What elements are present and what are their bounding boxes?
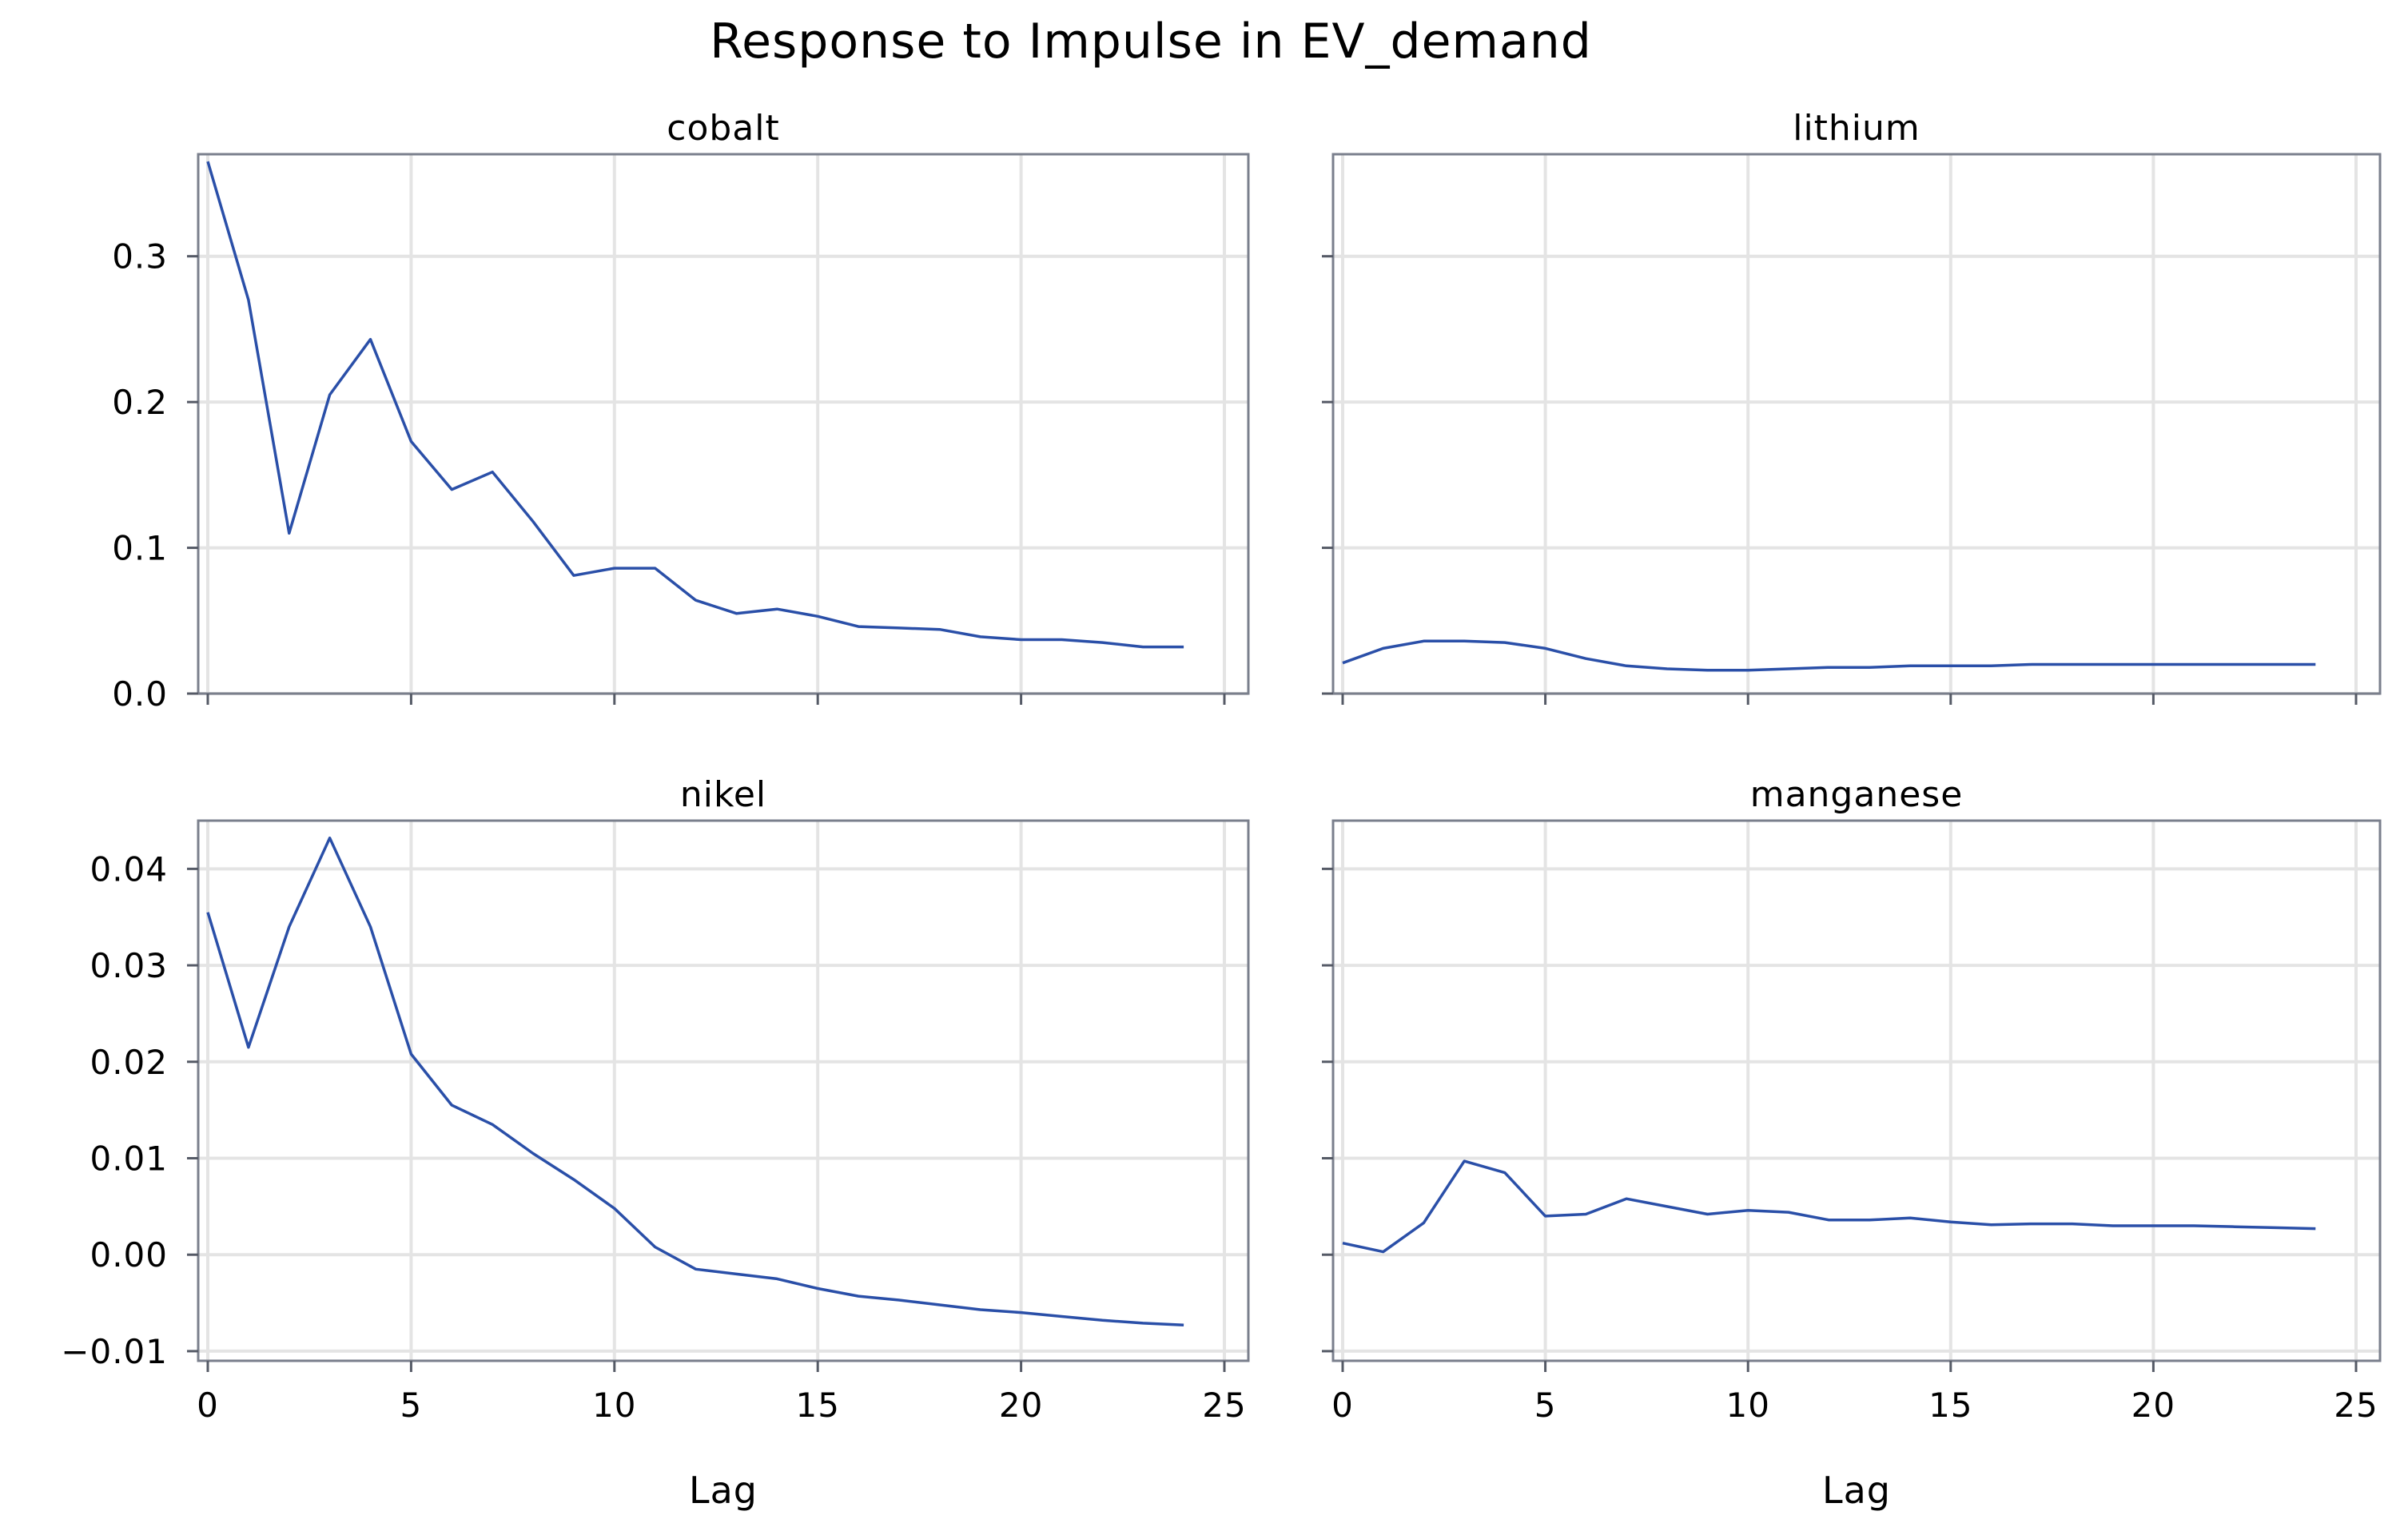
x-axis-label-nikel: Lag xyxy=(689,1469,758,1512)
panel-frame-manganese xyxy=(1331,819,2382,1362)
x-tick-label-nikel-5: 5 xyxy=(400,1386,423,1425)
panel-cobalt: cobalt 0.0 0.1 0.2 0.3 xyxy=(112,108,1250,714)
panel-lithium: lithium xyxy=(1322,108,2382,705)
x-tick-label-manganese-0: 0 xyxy=(1331,1386,1354,1425)
panel-frame-nikel xyxy=(197,819,1250,1362)
panel-title-cobalt: cobalt xyxy=(667,108,779,149)
x-tick-label-manganese-25: 25 xyxy=(2334,1386,2378,1425)
x-tick-label-nikel-20: 20 xyxy=(999,1386,1043,1425)
x-tick-label-manganese-5: 5 xyxy=(1534,1386,1557,1425)
panel-title-nikel: nikel xyxy=(680,774,766,815)
panels-layer: cobalt 0.0 0.1 0.2 0.3 lithium nikel 0 5 10 15 20 25… xyxy=(61,108,2382,1512)
panel-title-lithium: lithium xyxy=(1793,108,1920,149)
chart-title: Response to Impulse in EV_demand xyxy=(710,14,1592,70)
y-tick-label-nikel-2: 0.01 xyxy=(90,1139,168,1179)
y-tick-label-cobalt-1: 0.1 xyxy=(112,529,168,568)
y-tick-label-nikel-3: 0.02 xyxy=(90,1043,168,1082)
y-tick-label-nikel-0: −0.01 xyxy=(61,1332,168,1371)
x-tick-label-nikel-0: 0 xyxy=(197,1386,219,1425)
y-tick-label-nikel-5: 0.04 xyxy=(90,849,168,889)
y-tick-label-cobalt-3: 0.3 xyxy=(112,237,168,276)
y-tick-label-cobalt-2: 0.2 xyxy=(112,383,168,422)
x-tick-label-nikel-10: 10 xyxy=(592,1386,636,1425)
series-line-lithium xyxy=(1342,639,2316,672)
y-tick-label-nikel-4: 0.03 xyxy=(90,946,168,985)
y-tick-label-cobalt-0: 0.0 xyxy=(112,674,168,714)
x-tick-label-manganese-15: 15 xyxy=(1928,1386,1972,1425)
x-tick-label-manganese-20: 20 xyxy=(2131,1386,2175,1425)
panel-nikel: nikel 0 5 10 15 20 25 −0.01 0.00 0.01 0.02 0.03 0.04… xyxy=(61,774,1250,1512)
x-tick-label-nikel-15: 15 xyxy=(795,1386,839,1425)
series-line-cobalt xyxy=(206,161,1184,649)
panel-manganese: manganese 0 5 10 15 20 25 Lag xyxy=(1322,774,2382,1512)
x-tick-label-nikel-25: 25 xyxy=(1202,1386,1246,1425)
panel-frame-cobalt xyxy=(197,153,1250,695)
x-axis-label-manganese: Lag xyxy=(1822,1469,1891,1512)
panel-frame-lithium xyxy=(1331,153,2382,695)
series-line-nikel xyxy=(206,836,1184,1327)
x-tick-label-manganese-10: 10 xyxy=(1725,1386,1769,1425)
series-line-manganese xyxy=(1342,1159,2316,1254)
y-tick-label-nikel-1: 0.00 xyxy=(90,1235,168,1275)
panel-title-manganese: manganese xyxy=(1750,774,1964,815)
